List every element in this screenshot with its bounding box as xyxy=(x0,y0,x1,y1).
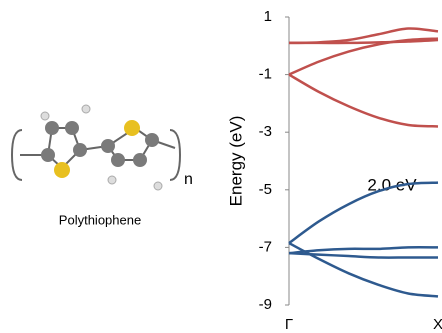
hydrogen xyxy=(81,104,91,114)
right-bracket xyxy=(169,129,182,181)
x-tick-label: X xyxy=(433,316,442,333)
hydrogen xyxy=(153,181,163,191)
sulfur xyxy=(54,162,70,178)
carbon xyxy=(73,143,87,157)
y-tick-label: -3 xyxy=(259,123,272,140)
band-line xyxy=(288,181,439,245)
carbon xyxy=(45,121,59,135)
carbon xyxy=(145,133,159,147)
x-tick-label: Γ xyxy=(285,316,293,333)
band-line xyxy=(288,246,439,255)
carbon xyxy=(65,121,79,135)
hydrogen xyxy=(107,175,117,185)
y-tick-label: -1 xyxy=(259,66,272,83)
left-bracket xyxy=(10,129,23,181)
band-line xyxy=(288,241,439,298)
y-axis-label: Energy (eV) xyxy=(226,116,245,207)
y-tick-label: 1 xyxy=(264,8,272,25)
molecule-label: Polythiophene xyxy=(59,212,141,227)
atoms xyxy=(40,104,163,191)
hydrogen xyxy=(40,111,50,121)
band-line xyxy=(288,73,439,128)
carbon xyxy=(133,153,147,167)
sulfur xyxy=(124,120,140,136)
band-line xyxy=(288,38,439,45)
carbon xyxy=(101,139,115,153)
repeat-label: n xyxy=(184,171,193,188)
carbon xyxy=(111,153,125,167)
y-tick-label: -7 xyxy=(259,238,272,255)
band-line xyxy=(288,251,438,259)
band-line xyxy=(288,37,439,76)
y-tick-label: -9 xyxy=(259,296,272,313)
carbon xyxy=(41,148,55,162)
y-tick-label: -5 xyxy=(259,181,272,198)
